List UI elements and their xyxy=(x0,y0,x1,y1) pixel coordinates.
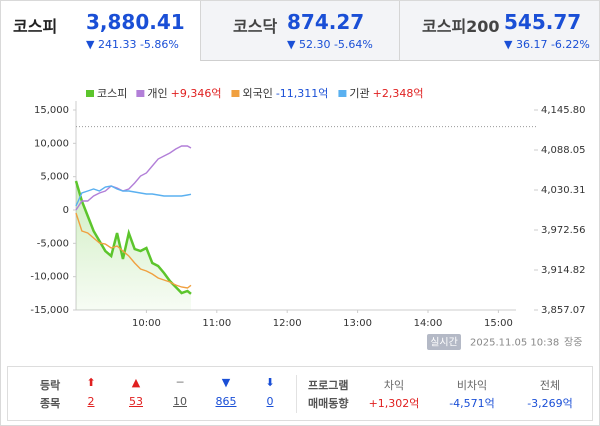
divider xyxy=(296,375,297,413)
y2-tick-label: 4,145.80 xyxy=(541,105,586,116)
market-state: 장중 xyxy=(564,337,582,349)
y-tick-label: 15,000 xyxy=(34,105,69,116)
y2-tick-label: 3,914.82 xyxy=(541,265,586,276)
tab-change: ▼ 241.33 -5.86% xyxy=(86,38,179,51)
icon-lower: ⬇ xyxy=(265,376,275,389)
program-label: 전체 xyxy=(539,379,561,392)
legend-net: -11,311억 xyxy=(276,87,329,100)
icon-upper: ⬆ xyxy=(86,376,96,389)
count[interactable]: 865 xyxy=(215,395,237,408)
y-tick-label: 5,000 xyxy=(40,172,69,183)
area xyxy=(76,181,191,310)
program-title: 매매동향 xyxy=(308,397,349,410)
legend-label: 코스피 xyxy=(97,87,127,100)
tab[interactable]: 코스피 3,880.41 ▼ 241.33 -5.86% xyxy=(1,1,200,61)
x-tick-label: 11:00 xyxy=(202,318,231,329)
series-line xyxy=(75,212,192,289)
tab-name: 코스닥 xyxy=(233,17,278,36)
series-line xyxy=(75,185,192,207)
tab-change: ▼ 52.30 -5.64% xyxy=(287,38,373,51)
legend-swatch xyxy=(231,90,240,97)
y2-tick-label: 4,030.31 xyxy=(541,185,586,196)
series-line xyxy=(74,180,192,295)
icon-down: ▼ xyxy=(221,376,231,389)
program-label: 비차익 xyxy=(456,379,488,392)
y2-tick-label: 4,088.05 xyxy=(541,145,586,156)
count[interactable]: 10 xyxy=(173,395,187,408)
x-tick-label: 15:00 xyxy=(484,318,513,329)
tab-value: 3,880.41 xyxy=(86,10,185,34)
icon-up: ▲ xyxy=(131,376,141,389)
legend-label: 개인 xyxy=(147,87,167,100)
chart: 실시간 2025.11.05 10:38 장중 15,000 10,000 5,00… xyxy=(30,87,586,350)
tab-name: 코스피 xyxy=(13,17,58,36)
legend-swatch xyxy=(136,90,145,97)
legend-swatch xyxy=(86,90,94,97)
status-badge-bg xyxy=(427,334,461,350)
y-tick-label: -10,000 xyxy=(30,272,69,283)
tab-value: 545.77 xyxy=(504,10,582,34)
tab-value: 874.27 xyxy=(287,10,365,34)
program-value: +1,302억 xyxy=(368,397,420,410)
count[interactable]: 2 xyxy=(87,395,95,408)
x-tick-label: 13:00 xyxy=(343,318,372,329)
x-tick-label: 12:00 xyxy=(273,318,302,329)
icon-flat: ─ xyxy=(176,376,184,389)
count[interactable]: 0 xyxy=(266,395,274,408)
y2-tick-label: 3,857.07 xyxy=(541,305,586,316)
legend-label: 기관 xyxy=(349,87,369,100)
legend-net: +9,346억 xyxy=(171,87,222,100)
tab[interactable]: 코스닥 874.27 ▼ 52.30 -5.64% xyxy=(200,1,399,61)
series-line xyxy=(75,145,192,211)
x-tick-label: 10:00 xyxy=(132,318,161,329)
tab-change: ▼ 36.17 -6.22% xyxy=(504,38,590,51)
timestamp: 2025.11.05 10:38 xyxy=(470,338,559,349)
y2-tick-label: 3,972.56 xyxy=(541,225,586,236)
y-tick-label: 10,000 xyxy=(34,138,69,149)
program-label: 차익 xyxy=(383,379,405,392)
y-tick-label: 0 xyxy=(63,205,69,216)
y-tick-label: -5,000 xyxy=(37,238,69,249)
tab-name: 코스피200 xyxy=(422,17,500,36)
program-title: 프로그램 xyxy=(308,379,349,392)
y-tick-label: -15,000 xyxy=(30,305,69,316)
breadth-title: 등락 xyxy=(40,379,61,392)
legend-swatch xyxy=(338,90,347,97)
program-value: -4,571억 xyxy=(449,397,495,410)
x-tick-label: 14:00 xyxy=(414,318,443,329)
tab[interactable]: 코스피200 545.77 ▼ 36.17 -6.22% xyxy=(399,1,599,61)
status-badge: 실시간 xyxy=(430,337,458,349)
breadth-title: 종목 xyxy=(40,397,61,410)
legend-net: +2,348억 xyxy=(373,87,424,100)
count[interactable]: 53 xyxy=(129,395,143,408)
program-value: -3,269억 xyxy=(527,397,573,410)
footer: 등락 종목 ⬆ ▲ ─ ▼ ⬇ 2 53 10 865 0 프로그램 매매동향 … xyxy=(7,366,593,421)
legend-label: 외국인 xyxy=(242,87,272,100)
